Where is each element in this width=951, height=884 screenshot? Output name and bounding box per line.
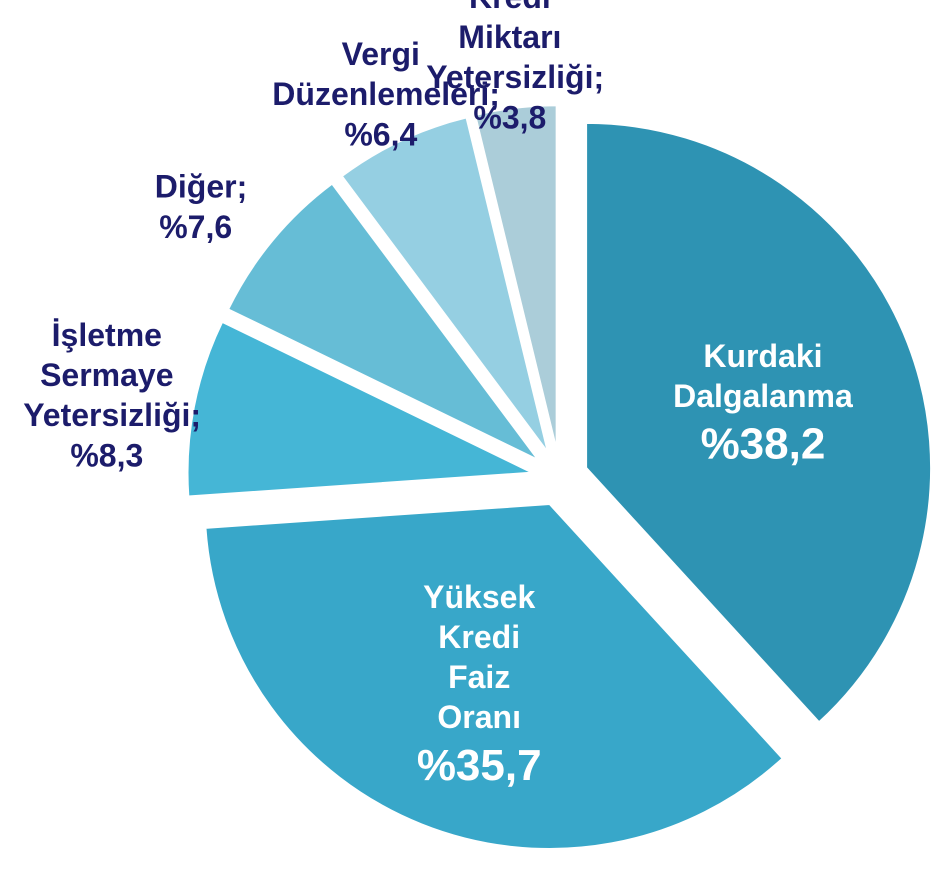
label-line: Vergi <box>342 37 420 73</box>
value-label: %6,4 <box>344 117 417 153</box>
value-label: %3,8 <box>473 100 546 136</box>
category-label: Kurdaki Dalgalanma <box>673 339 853 415</box>
pie-slice <box>204 502 785 850</box>
label-line: Yetersizliği <box>426 60 593 96</box>
value-label: %8,3 <box>70 437 143 473</box>
pie-slice <box>340 116 550 454</box>
label-line: Sermaye <box>40 357 173 393</box>
label-line: Yüksek <box>423 580 535 616</box>
category-label: Kredi Miktarı Yetersizliği <box>426 0 593 96</box>
label-line: Yetersizliği <box>23 397 190 433</box>
value-label: %35,7 <box>417 741 542 790</box>
label-line: Kurdaki <box>703 339 822 375</box>
label-line: İşletme <box>52 317 162 353</box>
label-line: Oranı <box>437 700 521 736</box>
label-line: Düzenlemeleri <box>272 77 489 113</box>
label-separator: ; <box>190 397 201 433</box>
category-label: Yüksek Kredi Faiz Oranı <box>423 580 535 736</box>
category-label: Vergi Düzenlemeleri <box>272 37 489 113</box>
pie-slice <box>186 320 537 498</box>
pie-slice <box>473 104 558 451</box>
label-line: Miktarı <box>458 20 561 56</box>
category-label: Diğer <box>155 169 237 205</box>
pie-slice <box>585 121 933 724</box>
value-label: %38,2 <box>701 420 826 469</box>
label-line: Dalgalanma <box>673 379 853 415</box>
label-separator: ; <box>237 169 248 205</box>
label-line: Kredi <box>469 0 551 16</box>
pie-slice <box>226 182 540 462</box>
value-label: %7,6 <box>159 209 232 245</box>
label-line: Diğer <box>155 169 237 205</box>
label-line: Faiz <box>448 660 510 696</box>
label-line: Kredi <box>438 620 520 656</box>
label-separator: ; <box>489 77 500 113</box>
category-label: İşletme Sermaye Yetersizliği <box>23 317 190 433</box>
label-separator: ; <box>593 60 604 96</box>
